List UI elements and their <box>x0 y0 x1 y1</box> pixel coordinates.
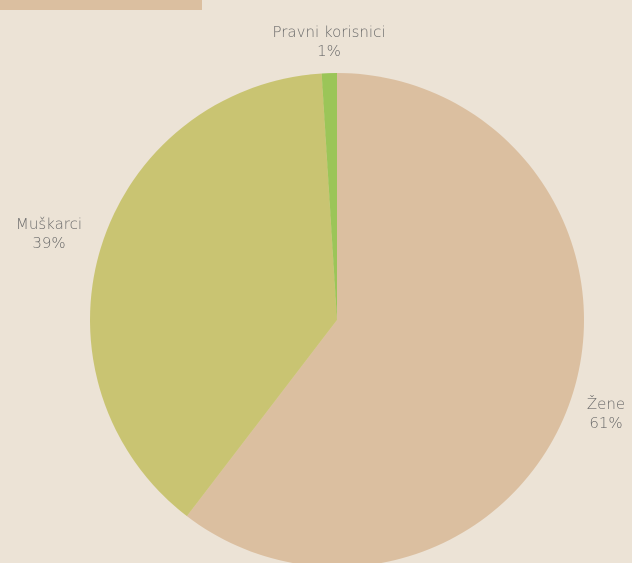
slice-label-name: Pravni korisnici <box>272 23 386 41</box>
slice-label-zene: Žene 61% <box>580 395 632 433</box>
pie-slice-mu-karci <box>89 73 337 517</box>
slice-label-percent: 39% <box>32 234 66 252</box>
pie-slice-pravni-korisnici <box>321 73 337 320</box>
slice-label-percent: 1% <box>317 42 341 60</box>
slice-label-percent: 61% <box>589 414 623 432</box>
slice-label-pravni-korisnici: Pravni korisnici 1% <box>257 23 401 61</box>
header-color-strip <box>0 0 202 10</box>
slice-label-name: Žene <box>586 395 626 413</box>
slice-label-muskarci: Muškarci 39% <box>4 215 94 253</box>
pie-slice--ene <box>186 73 584 563</box>
slice-label-name: Muškarci <box>15 215 83 233</box>
